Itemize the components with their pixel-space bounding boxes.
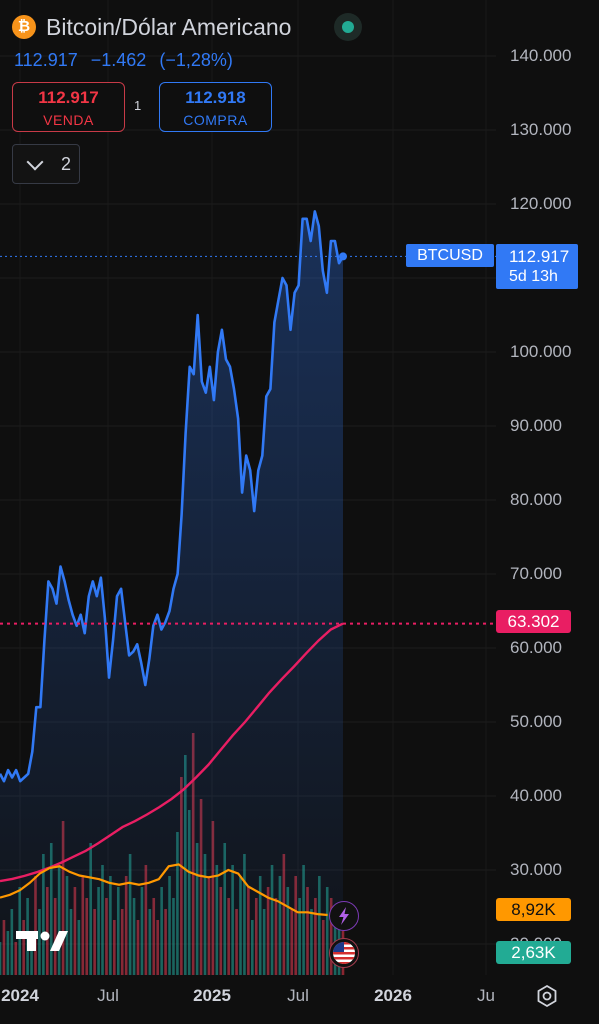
y-tick-label: 30.000 (510, 860, 562, 879)
volume-ma-line (0, 863, 328, 917)
tradingview-logo-icon[interactable] (16, 928, 68, 954)
y-tick-label: 140.000 (510, 46, 572, 65)
y-tick-label: 50.000 (510, 712, 562, 731)
x-tick-label: Jul (97, 986, 119, 1005)
buy-button[interactable]: 112.918 COMPRA (159, 82, 272, 132)
x-tick-label: 2025 (193, 986, 231, 1005)
bar-countdown: 5d 13h (509, 268, 558, 285)
symbol-header[interactable]: ₿ Bitcoin/Dólar Americano (12, 10, 392, 42)
x-tick-label: 2026 (374, 986, 412, 1005)
us-flag-icon[interactable] (329, 938, 359, 968)
price-summary: 112.917 −1.462 (−1,28%) (14, 50, 241, 71)
moving-average-line (0, 622, 344, 883)
live-status-icon (334, 13, 362, 41)
last-price-tag-value: 112.917 (509, 247, 570, 266)
lightning-icon[interactable] (329, 901, 359, 931)
y-tick-label: 80.000 (510, 490, 562, 509)
symbol-title[interactable]: Bitcoin/Dólar Americano (46, 14, 292, 40)
indicators-toggle-button[interactable]: 2 (12, 144, 80, 184)
volume-ma-tag: 8,92K (496, 898, 571, 921)
y-tick-label: 120.000 (510, 194, 572, 213)
y-tick-label: 130.000 (510, 120, 572, 139)
price-line (0, 210, 345, 783)
settings-icon[interactable] (535, 984, 559, 1008)
price-change: −1.462 (90, 50, 147, 70)
price-change-percent: (−1,28%) (159, 50, 233, 70)
x-tick-label: Ju (477, 986, 495, 1005)
chevron-down-icon (26, 153, 44, 171)
x-tick-label: 2024 (1, 986, 39, 1005)
price-area-fill (0, 211, 343, 975)
last-price: 112.917 (14, 50, 78, 70)
y-tick-label: 70.000 (510, 564, 562, 583)
symbol-price-tag: BTCUSD (406, 244, 494, 267)
sell-button[interactable]: 112.917 VENDA (12, 82, 125, 132)
ma-price-tag: 63.302 (496, 610, 571, 633)
y-tick-label: 40.000 (510, 786, 562, 805)
y-tick-label: 100.000 (510, 342, 572, 361)
sell-label: VENDA (43, 112, 94, 128)
sell-price: 112.917 (38, 88, 99, 107)
bitcoin-icon: ₿ (12, 15, 36, 39)
spread-value: 1 (134, 98, 142, 113)
volume-tag: 2,63K (496, 941, 571, 964)
last-price-dot (339, 252, 347, 261)
buy-label: COMPRA (183, 112, 248, 128)
buy-price: 112.918 (185, 88, 246, 107)
y-tick-label: 90.000 (510, 416, 562, 435)
indicator-count: 2 (61, 154, 72, 174)
last-price-tag: 112.917 5d 13h (496, 244, 578, 289)
x-tick-label: Jul (287, 986, 309, 1005)
y-tick-label: 60.000 (510, 638, 562, 657)
